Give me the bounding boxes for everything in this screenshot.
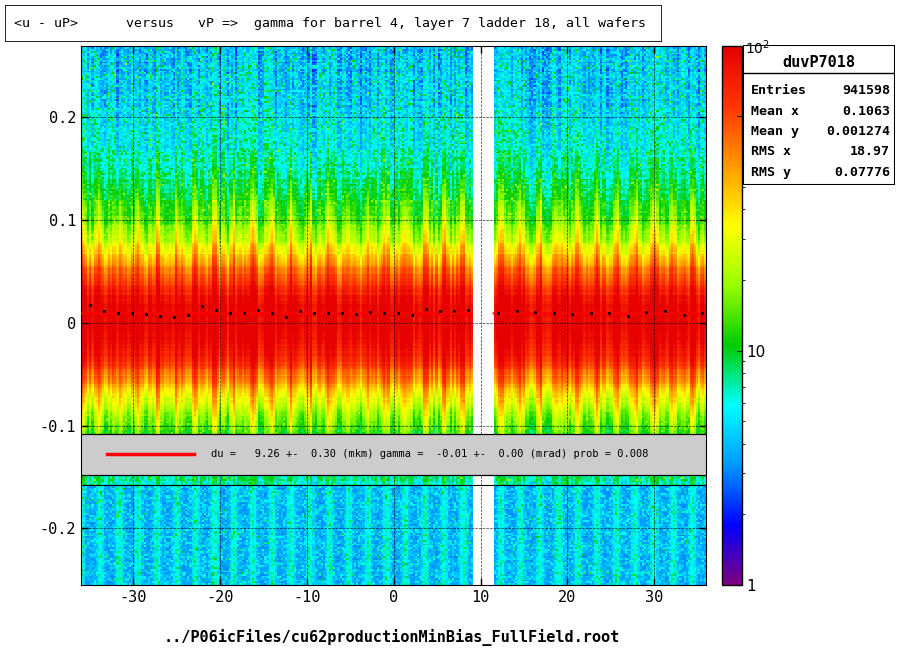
Text: Entries: Entries xyxy=(751,84,807,98)
Text: 0.07776: 0.07776 xyxy=(834,166,890,179)
Text: duvP7018: duvP7018 xyxy=(782,55,856,70)
Text: <u - uP>      versus   vP =>  gamma for barrel 4, layer 7 ladder 18, all wafers: <u - uP> versus vP => gamma for barrel 4… xyxy=(14,17,646,30)
Text: 18.97: 18.97 xyxy=(850,144,890,157)
Text: 941598: 941598 xyxy=(842,84,890,98)
Text: Mean x: Mean x xyxy=(751,105,799,118)
Text: du =   9.26 +-  0.30 (mkm) gamma =  -0.01 +-  0.00 (mrad) prob = 0.008: du = 9.26 +- 0.30 (mkm) gamma = -0.01 +-… xyxy=(212,450,649,460)
Text: ../P06icFiles/cu62productionMinBias_FullField.root: ../P06icFiles/cu62productionMinBias_Full… xyxy=(164,629,619,646)
Text: RMS x: RMS x xyxy=(751,144,791,157)
Text: RMS y: RMS y xyxy=(751,166,791,179)
Text: 0.1063: 0.1063 xyxy=(842,105,890,118)
Text: $10^2$: $10^2$ xyxy=(745,38,770,57)
Text: Mean y: Mean y xyxy=(751,125,799,138)
Text: 0.001274: 0.001274 xyxy=(826,125,890,138)
Bar xyxy=(81,434,706,475)
